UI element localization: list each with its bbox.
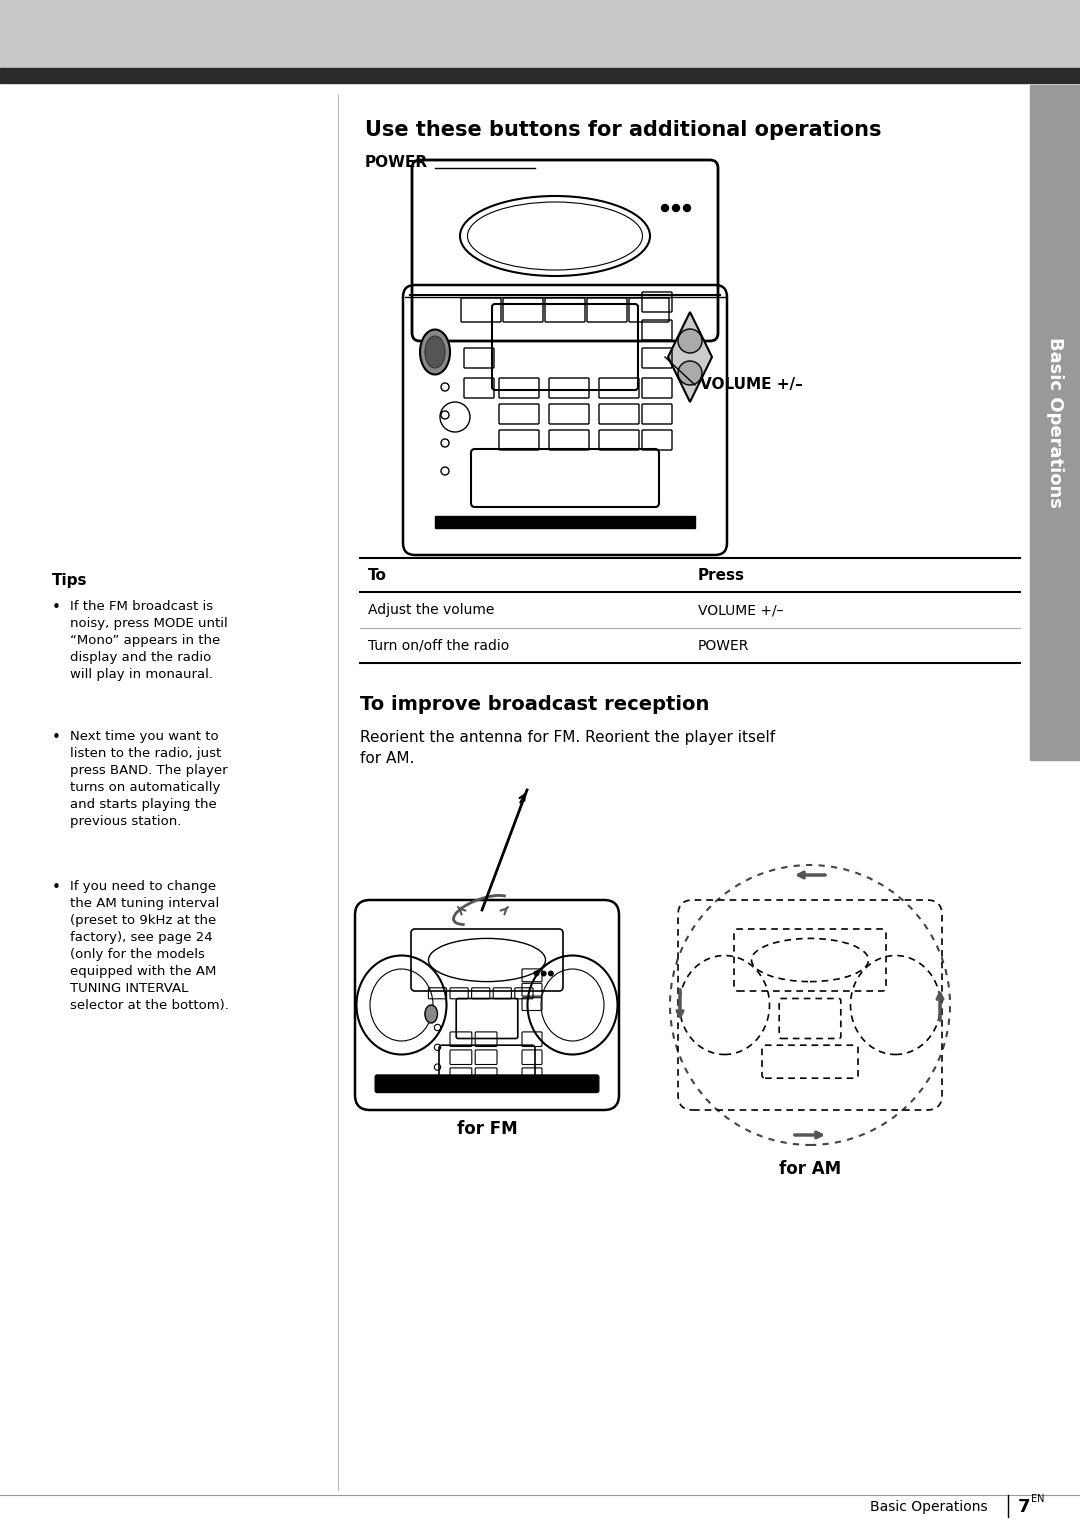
- Text: Press: Press: [698, 567, 745, 583]
- Circle shape: [549, 972, 553, 975]
- Circle shape: [535, 972, 539, 975]
- Text: VOLUME +/–: VOLUME +/–: [698, 602, 783, 616]
- Circle shape: [678, 330, 702, 353]
- Bar: [1030, 84, 1080, 760]
- Circle shape: [673, 204, 679, 212]
- Text: Next time you want to
listen to the radio, just
press BAND. The player
turns on : Next time you want to listen to the radi…: [70, 730, 228, 828]
- Text: •: •: [52, 880, 60, 895]
- Bar: [0, 0, 1080, 67]
- Text: POWER: POWER: [365, 155, 428, 170]
- Ellipse shape: [426, 336, 445, 368]
- Circle shape: [661, 204, 669, 212]
- Text: Adjust the volume: Adjust the volume: [368, 602, 495, 616]
- Circle shape: [684, 204, 690, 212]
- Text: To: To: [368, 567, 387, 583]
- Circle shape: [678, 360, 702, 385]
- Ellipse shape: [424, 1006, 437, 1023]
- Text: 7: 7: [1018, 1498, 1030, 1516]
- Text: Reorient the antenna for FM. Reorient the player itself
for AM.: Reorient the antenna for FM. Reorient th…: [360, 730, 775, 766]
- Text: for FM: for FM: [457, 1121, 517, 1137]
- Text: If the FM broadcast is
noisy, press MODE until
“Mono” appears in the
display and: If the FM broadcast is noisy, press MODE…: [70, 599, 228, 681]
- Text: POWER: POWER: [698, 639, 750, 653]
- Bar: [0, 67, 1080, 83]
- Text: VOLUME +/–: VOLUME +/–: [700, 377, 802, 392]
- Text: If you need to change
the AM tuning interval
(preset to 9kHz at the
factory), se: If you need to change the AM tuning inte…: [70, 880, 229, 1012]
- Text: Basic Operations: Basic Operations: [1047, 337, 1064, 507]
- Ellipse shape: [420, 330, 450, 374]
- FancyBboxPatch shape: [375, 1075, 598, 1093]
- Text: Use these buttons for additional operations: Use these buttons for additional operati…: [365, 120, 881, 140]
- Text: Tips: Tips: [52, 573, 87, 589]
- Text: for AM: for AM: [779, 1160, 841, 1177]
- Text: Basic Operations: Basic Operations: [870, 1499, 987, 1515]
- Circle shape: [541, 972, 546, 975]
- Text: To improve broadcast reception: To improve broadcast reception: [360, 694, 710, 714]
- Text: EN: EN: [1031, 1495, 1044, 1504]
- Text: •: •: [52, 599, 60, 615]
- Polygon shape: [669, 313, 712, 402]
- Text: •: •: [52, 730, 60, 745]
- Bar: [435, 517, 696, 527]
- Text: Turn on/off the radio: Turn on/off the radio: [368, 639, 510, 653]
